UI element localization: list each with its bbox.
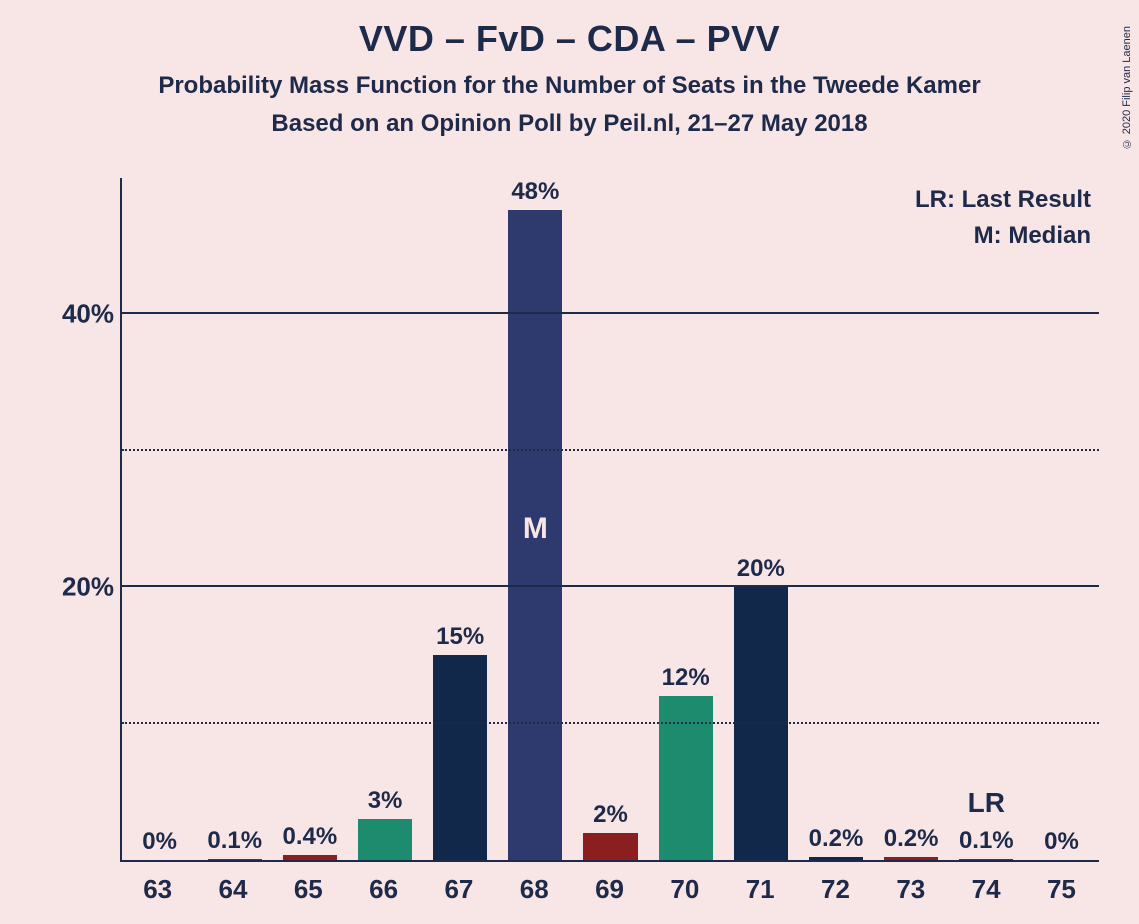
- chart-area: LR: Last Result M: Median 0%0.1%0.4%3%15…: [50, 178, 1109, 912]
- bar-slot: 0.1%: [197, 178, 272, 860]
- bar: [583, 833, 637, 860]
- gridline-major: [122, 585, 1099, 587]
- bar: [433, 655, 487, 860]
- bar-slot: 0.1% LR: [949, 178, 1024, 860]
- bar-value-label: 0.2%: [884, 825, 939, 853]
- plot-region: 0% 0.1% 0.4% 3% 15% 48% M 2% 12% 20% 0.2% 0.2% 0.1% L…: [120, 178, 1099, 862]
- median-marker: M: [523, 512, 548, 546]
- bar-value-label: 0%: [142, 828, 177, 856]
- x-axis-tick-label: 68: [497, 874, 572, 905]
- bar-value-label: 48%: [511, 178, 559, 206]
- bar: [358, 819, 412, 860]
- x-axis-tick-label: 71: [723, 874, 798, 905]
- x-axis-tick-label: 65: [271, 874, 346, 905]
- bar-slot: 0.2%: [798, 178, 873, 860]
- bar-slot: 3%: [347, 178, 422, 860]
- chart-subtitle-1: Probability Mass Function for the Number…: [0, 72, 1139, 100]
- bar-slot: 0%: [1024, 178, 1099, 860]
- x-axis-tick-label: 72: [798, 874, 873, 905]
- x-axis-tick-label: 70: [647, 874, 722, 905]
- y-axis-tick-label: 40%: [62, 299, 122, 330]
- bar: [809, 857, 863, 860]
- bar-slot: 12%: [648, 178, 723, 860]
- bar-value-label: 2%: [593, 801, 628, 829]
- bars-container: 0% 0.1% 0.4% 3% 15% 48% M 2% 12% 20% 0.2% 0.2% 0.1% L…: [122, 178, 1099, 860]
- bar-value-label: 12%: [662, 664, 710, 692]
- bar-slot: 15%: [423, 178, 498, 860]
- gridline-major: [122, 312, 1099, 314]
- bar-value-label: 3%: [368, 787, 403, 815]
- copyright-text: © 2020 Filip van Laenen: [1121, 26, 1133, 149]
- x-axis-tick-label: 74: [948, 874, 1023, 905]
- bar-slot: 20%: [723, 178, 798, 860]
- x-axis-labels: 63646566676869707172737475: [120, 866, 1099, 912]
- bar-value-label: 0.4%: [283, 823, 338, 851]
- bar-slot: 0%: [122, 178, 197, 860]
- bar: [959, 859, 1013, 860]
- bar-value-label: 15%: [436, 623, 484, 651]
- bar-value-label: 0.1%: [207, 827, 262, 855]
- bar-slot: 48% M: [498, 178, 573, 860]
- x-axis-tick-label: 69: [572, 874, 647, 905]
- x-axis-tick-label: 63: [120, 874, 195, 905]
- bar-slot: 2%: [573, 178, 648, 860]
- x-axis-tick-label: 64: [195, 874, 270, 905]
- bar-value-label: 0%: [1044, 828, 1079, 856]
- bar-value-label: 0.2%: [809, 825, 864, 853]
- gridline-minor: [122, 722, 1099, 724]
- bar-slot: 0.4%: [272, 178, 347, 860]
- x-axis-tick-label: 75: [1024, 874, 1099, 905]
- bar-value-label: 20%: [737, 555, 785, 583]
- gridline-minor: [122, 449, 1099, 451]
- x-axis-tick-label: 66: [346, 874, 421, 905]
- bar: [208, 859, 262, 860]
- bar: [884, 857, 938, 860]
- bar-value-label: 0.1%: [959, 827, 1014, 855]
- chart-title: VVD – FvD – CDA – PVV: [0, 18, 1139, 60]
- y-axis-tick-label: 20%: [62, 572, 122, 603]
- chart-subtitle-2: Based on an Opinion Poll by Peil.nl, 21–…: [0, 110, 1139, 138]
- bar-slot: 0.2%: [874, 178, 949, 860]
- x-axis-tick-label: 73: [873, 874, 948, 905]
- lr-marker: LR: [968, 787, 1005, 819]
- bar: [283, 855, 337, 860]
- x-axis-tick-label: 67: [421, 874, 496, 905]
